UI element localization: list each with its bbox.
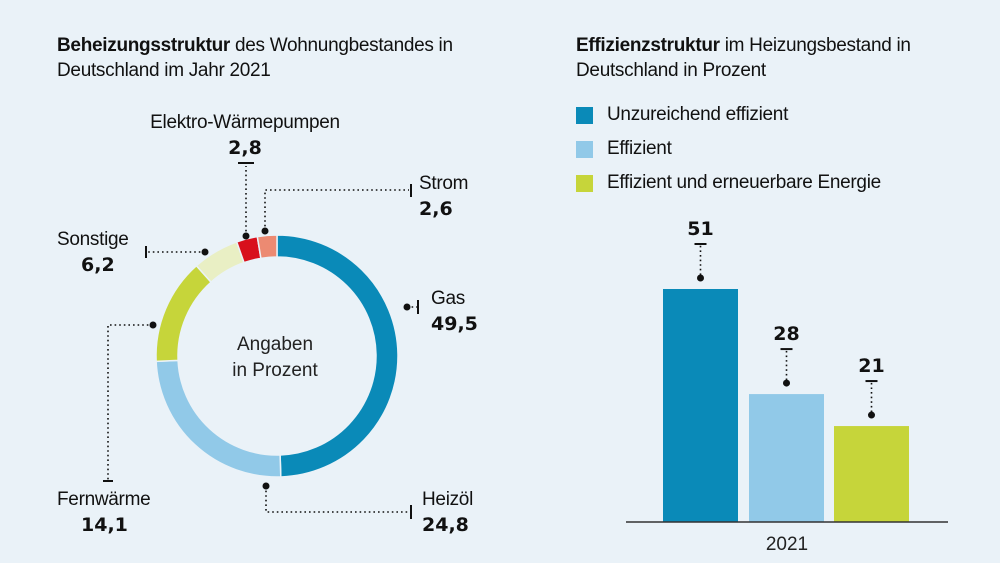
bar-title-rest: im Heizungsbestand in Deutschland in Pro… (576, 35, 911, 81)
slice-value-strom: 2,6 (419, 198, 453, 220)
legend-label: Unzureichend effizient (607, 104, 789, 125)
slice-label-strom: Strom (419, 173, 468, 194)
donut-center-label: in Prozent (232, 360, 318, 381)
leader-dot-gas (403, 303, 411, 311)
legend-swatch (576, 174, 593, 192)
slice-value-gas: 49,5 (431, 313, 478, 335)
donut-title-rest: des Wohnungbestandes in Deutschland im J… (57, 35, 453, 81)
leader-line-strom (264, 189, 409, 231)
bar-leader-dot-effizient (783, 379, 790, 387)
slice-label-elektro-w-rmepumpen: Elektro-Wärmepumpen (150, 112, 340, 133)
leader-dot-fernw-rme (149, 321, 157, 329)
slice-label-fernw-rme: Fernwärme (57, 489, 150, 510)
bar-value-label-effizient: 28 (773, 323, 799, 345)
slice-label-heiz-l: Heizöl (422, 489, 473, 510)
bar-title-bold: Effizienzstruktur (576, 35, 720, 56)
slice-value-elektro-w-rmepumpen: 2,8 (228, 137, 262, 159)
legend-swatch (576, 140, 593, 158)
slice-label-sonstige: Sonstige (57, 229, 129, 250)
leader-dot-heiz-l (262, 482, 270, 490)
slice-label-gas: Gas (431, 288, 465, 309)
legend-label: Effizient und erneuerbare Energie (607, 172, 881, 193)
bar-effizient (749, 394, 824, 522)
donut-slice-fernw-rme (155, 264, 213, 363)
bar-leader-dot-effizient-und-erneuerbare-energie (868, 411, 875, 419)
slice-value-fernw-rme: 14,1 (81, 514, 128, 536)
bar-chart-title: Effizienzstruktur im Heizungsbestand in … (576, 33, 976, 83)
donut-slice-gas (276, 234, 399, 478)
slice-value-heiz-l: 24,8 (422, 514, 469, 536)
slice-value-sonstige: 6,2 (81, 254, 115, 276)
leader-dot-strom (261, 227, 269, 235)
leader-line-heiz-l (265, 486, 410, 513)
bar-legend: Unzureichend effizient Effizient Effizie… (576, 98, 881, 200)
legend-item: Unzureichend effizient (576, 98, 881, 132)
donut-title-bold: Beheizungsstruktur (57, 35, 231, 56)
leader-dot-sonstige (201, 248, 209, 256)
bar-value-label-unzureichend-effizient: 51 (687, 218, 713, 240)
legend-swatch (576, 106, 593, 124)
legend-item: Effizient und erneuerbare Energie (576, 166, 881, 200)
bar-unzureichend-effizient (663, 289, 738, 522)
bar-leader-dot-unzureichend-effizient (697, 274, 704, 282)
legend-item: Effizient (576, 132, 881, 166)
donut-chart-title: Beheizungsstruktur des Wohnungbestandes … (57, 33, 517, 83)
bar-value-label-effizient-und-erneuerbare-energie: 21 (858, 355, 884, 377)
leader-line-fernw-rme (107, 324, 153, 480)
legend-label: Effizient (607, 138, 672, 159)
bar-effizient-und-erneuerbare-energie (834, 426, 909, 522)
x-tick-label: 2021 (766, 534, 808, 555)
leader-dot-elektro-w-rmepumpen (242, 232, 250, 240)
donut-center-label: Angaben (237, 334, 313, 355)
donut-slice-strom (256, 234, 278, 260)
